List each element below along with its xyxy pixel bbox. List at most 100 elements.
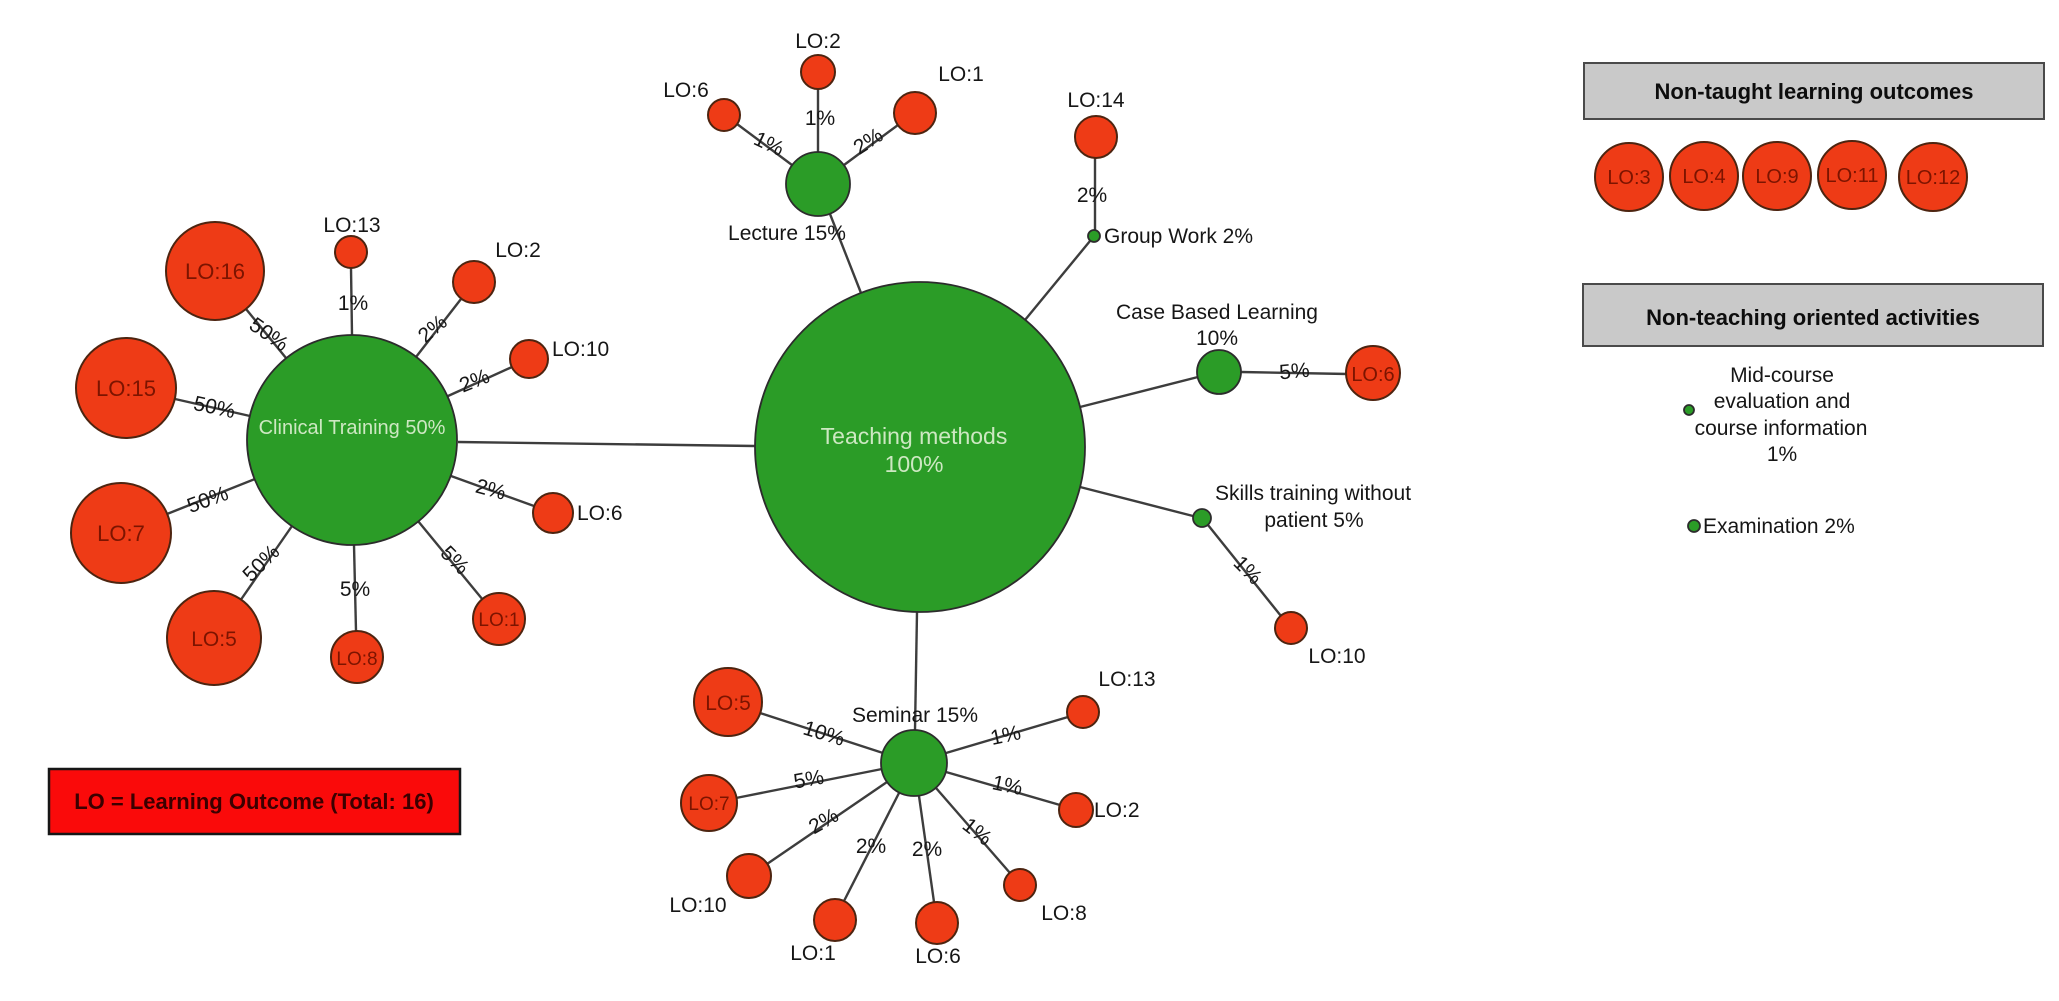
node-clinical-lo16 bbox=[165, 221, 265, 321]
node-labels: Teaching methods 100% Clinical Training … bbox=[259, 222, 1412, 727]
edge-label-seminar-lo6: 2% bbox=[912, 838, 942, 861]
label-clinical-lo2: LO:2 bbox=[495, 239, 541, 262]
non-taught-header-box bbox=[1583, 62, 2045, 120]
node-clinical-lo13 bbox=[334, 235, 368, 269]
node-clinical-lo15 bbox=[75, 337, 177, 439]
node-seminar-lo6 bbox=[915, 901, 959, 945]
node-seminar-lo7 bbox=[680, 774, 738, 832]
edge-label-seminar-lo7: 5% bbox=[792, 766, 826, 794]
node-nontaught-lo4 bbox=[1669, 141, 1739, 211]
non-teaching-title: Non-teaching oriented activities bbox=[1646, 305, 1980, 330]
root-label: Teaching methods bbox=[821, 423, 1008, 449]
mid-course-line3: course information bbox=[1695, 417, 1868, 440]
edge-seminar-lo6 bbox=[917, 795, 936, 903]
label-clinical-lo16: LO:16 bbox=[185, 259, 245, 284]
mid-course-line4: 1% bbox=[1767, 443, 1797, 466]
edge-label-casebased-lo6: 5% bbox=[1278, 359, 1310, 385]
edge-root-clinical bbox=[457, 440, 756, 448]
node-clinical-lo1 bbox=[472, 592, 526, 646]
node-case-based-learning bbox=[1196, 349, 1242, 395]
non-taught-title: Non-taught learning outcomes bbox=[1655, 79, 1974, 104]
edge-label-clinical-lo7: 50% bbox=[184, 482, 231, 518]
label-clinical-lo7: LO:7 bbox=[97, 521, 145, 546]
outcome-labels: LO:16 LO:13 LO:2 LO:10 LO:15 LO:7 LO:6 L… bbox=[96, 30, 1395, 968]
label-seminar-lo10: LO:10 bbox=[669, 894, 726, 917]
edge-clinical-lo13 bbox=[349, 267, 354, 336]
edge-root-casebased bbox=[1079, 375, 1199, 409]
skills-label-line1: Skills training without bbox=[1215, 482, 1411, 505]
edge-label-clinical-lo13: 1% bbox=[338, 292, 368, 315]
edge-clinical-lo15 bbox=[174, 397, 251, 418]
edge-label-lecture-lo2: 1% bbox=[805, 107, 835, 130]
edge-label-clinical-lo16: 50% bbox=[245, 313, 293, 356]
node-mid-course-dot bbox=[1683, 404, 1695, 416]
edge-label-clinical-lo6: 2% bbox=[473, 475, 508, 505]
node-nontaught-lo3 bbox=[1594, 142, 1664, 212]
edge-seminar-lo7 bbox=[735, 767, 883, 800]
label-clinical-lo6: LO:6 bbox=[577, 502, 623, 525]
label-lecture-lo1: LO:1 bbox=[938, 63, 984, 86]
seminar-label: Seminar 15% bbox=[852, 704, 978, 727]
right-panel: Non-taught learning outcomes LO:3 LO:4 L… bbox=[1582, 62, 2045, 538]
label-clinical-lo13: LO:13 bbox=[323, 214, 380, 237]
node-clinical-lo7 bbox=[70, 482, 172, 584]
mid-course-line1: Mid-course bbox=[1730, 364, 1834, 387]
edge-label-seminar-lo1: 2% bbox=[856, 835, 886, 858]
node-seminar-lo10 bbox=[726, 853, 772, 899]
label-groupwork-lo14: LO:14 bbox=[1067, 89, 1125, 112]
edge-label-groupwork-lo14: 2% bbox=[1077, 184, 1107, 207]
examination-label: Examination 2% bbox=[1703, 515, 1855, 538]
method-nodes bbox=[246, 151, 1242, 797]
edge-clinical-lo16 bbox=[245, 308, 287, 359]
node-lecture-lo2 bbox=[800, 54, 836, 90]
node-group-work bbox=[1087, 229, 1101, 243]
edge-seminar-lo2 bbox=[945, 770, 1061, 807]
edge-seminar-lo10 bbox=[766, 781, 888, 865]
label-seminar-lo6: LO:6 bbox=[915, 945, 961, 968]
label-casebased-lo6: LO:6 bbox=[1351, 364, 1394, 386]
label-nontaught-lo3: LO:3 bbox=[1607, 167, 1650, 189]
label-seminar-lo8: LO:8 bbox=[1041, 902, 1087, 925]
node-skills-training bbox=[1192, 508, 1212, 528]
edge-clinical-lo1 bbox=[417, 520, 484, 601]
edge-label-clinical-lo15: 50% bbox=[191, 392, 237, 423]
label-nontaught-lo12: LO:12 bbox=[1906, 167, 1960, 189]
casebased-pct: 10% bbox=[1196, 327, 1238, 350]
edge-root-groupwork bbox=[1024, 240, 1091, 321]
label-nontaught-lo4: LO:4 bbox=[1682, 166, 1725, 188]
edge-root-skills bbox=[1079, 485, 1194, 518]
edge-seminar-lo13 bbox=[945, 715, 1069, 755]
node-skills-lo10 bbox=[1274, 611, 1308, 645]
label-seminar-lo1: LO:1 bbox=[790, 942, 836, 965]
edge-label-clinical-lo1: 5% bbox=[436, 542, 474, 580]
label-seminar-lo7: LO:7 bbox=[688, 794, 729, 815]
node-clinical-lo6 bbox=[532, 492, 574, 534]
label-clinical-lo1: LO:1 bbox=[478, 610, 519, 631]
edge-casebased-lo6 bbox=[1240, 370, 1349, 376]
lecture-label: Lecture 15% bbox=[728, 222, 846, 245]
node-nontaught-lo9 bbox=[1742, 141, 1812, 211]
mid-course-line2: evaluation and bbox=[1714, 390, 1851, 413]
edge-label-seminar-lo2: 1% bbox=[990, 771, 1024, 800]
edge-seminar-lo5 bbox=[759, 711, 884, 755]
node-seminar-lo1 bbox=[813, 898, 857, 942]
node-clinical-lo10 bbox=[509, 339, 549, 379]
label-lecture-lo6: LO:6 bbox=[663, 79, 709, 102]
node-seminar-lo13 bbox=[1066, 695, 1100, 729]
edge-label-seminar-lo13: 1% bbox=[988, 721, 1022, 750]
legend: LO = Learning Outcome (Total: 16) bbox=[47, 767, 462, 836]
label-nontaught-lo11: LO:11 bbox=[1826, 165, 1879, 187]
edge-root-seminar bbox=[913, 611, 919, 731]
edge-label-seminar-lo5: 10% bbox=[800, 717, 847, 751]
node-seminar-lo8 bbox=[1003, 868, 1037, 902]
node-clinical-training bbox=[246, 334, 458, 546]
label-nontaught-lo9: LO:9 bbox=[1755, 166, 1798, 188]
node-clinical-lo8 bbox=[330, 630, 384, 684]
node-examination-dot bbox=[1687, 519, 1701, 533]
node-clinical-lo5 bbox=[166, 590, 262, 686]
legend-text: LO = Learning Outcome (Total: 16) bbox=[74, 789, 434, 814]
node-casebased-lo6 bbox=[1345, 345, 1401, 401]
edge-lecture-lo6 bbox=[736, 123, 793, 166]
edges bbox=[166, 89, 1349, 903]
